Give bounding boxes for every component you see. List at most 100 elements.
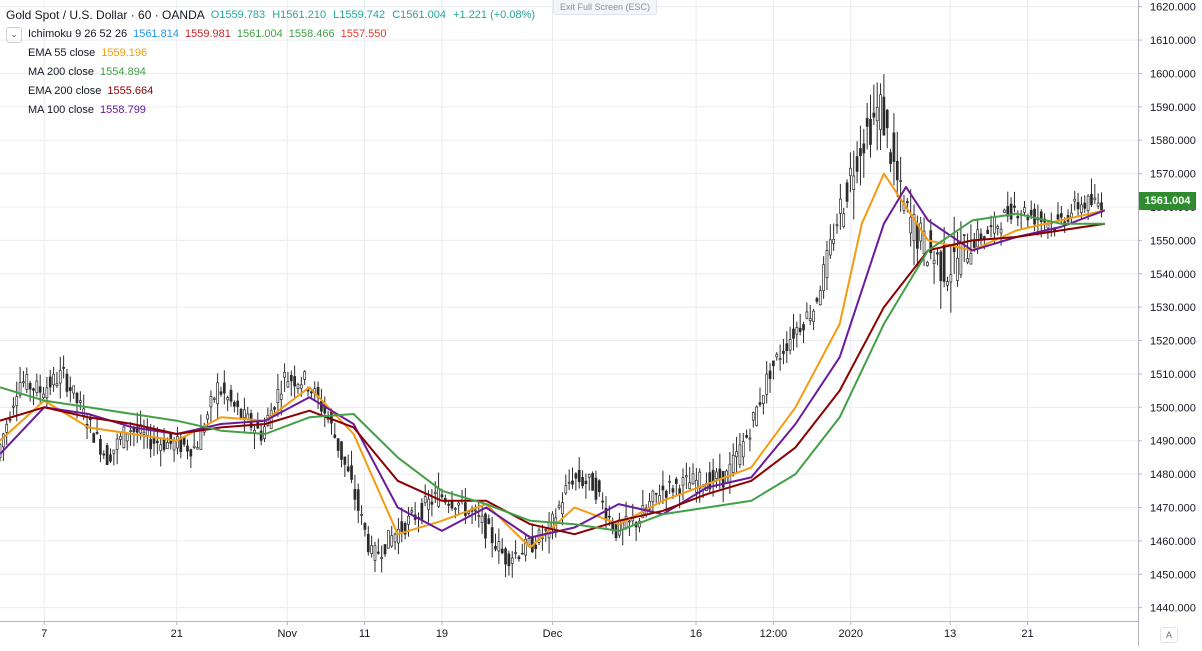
candle-body bbox=[450, 501, 454, 509]
chevron-down-icon[interactable]: ⌄ bbox=[6, 26, 22, 43]
candle-body bbox=[162, 438, 166, 450]
candle-body bbox=[28, 382, 32, 390]
candle-body bbox=[768, 370, 772, 379]
candle-body bbox=[276, 388, 280, 404]
candle-body bbox=[1093, 197, 1097, 201]
candle-body bbox=[684, 475, 688, 478]
candle-body bbox=[0, 444, 2, 458]
candle-body bbox=[681, 477, 685, 486]
candle-body bbox=[5, 423, 9, 433]
candle-body bbox=[189, 449, 193, 457]
indicator-ema200[interactable]: EMA 200 close 1555.664 bbox=[28, 82, 539, 101]
y-tick-label: 1510.000 bbox=[1150, 369, 1196, 381]
candle-body bbox=[283, 371, 286, 378]
candle-body bbox=[738, 444, 742, 465]
candle-body bbox=[788, 339, 792, 351]
candle-body bbox=[845, 182, 849, 202]
candle-body bbox=[387, 530, 390, 549]
candle-body bbox=[668, 480, 671, 483]
candle-body bbox=[664, 490, 668, 498]
candle-body bbox=[859, 148, 862, 156]
candle-body bbox=[916, 223, 919, 249]
candle-body bbox=[889, 152, 892, 164]
y-tick-label: 1590.000 bbox=[1150, 102, 1196, 114]
candle-body bbox=[731, 454, 735, 473]
candle-body bbox=[360, 514, 363, 516]
candle-body bbox=[828, 239, 832, 256]
candle-body bbox=[587, 473, 591, 478]
candle-body bbox=[209, 396, 213, 408]
candle-body bbox=[166, 442, 169, 449]
x-tick-label: 21 bbox=[171, 628, 183, 640]
x-tick-label: 2020 bbox=[838, 628, 862, 640]
candle-body bbox=[567, 481, 571, 484]
candle-body bbox=[755, 406, 759, 426]
low-value: L1559.742 bbox=[333, 9, 386, 21]
candle-body bbox=[708, 472, 712, 490]
candle-body bbox=[507, 553, 511, 567]
y-tick-label: 1530.000 bbox=[1150, 302, 1196, 314]
candle-body bbox=[1059, 213, 1063, 218]
open-value: O1559.783 bbox=[210, 9, 266, 21]
candle-body bbox=[186, 445, 189, 452]
candle-body bbox=[52, 373, 55, 386]
candle-body bbox=[159, 444, 163, 451]
candle-body bbox=[597, 480, 601, 493]
indicator-ma100[interactable]: MA 100 close 1558.799 bbox=[28, 101, 539, 120]
candle-body bbox=[25, 374, 29, 390]
candle-body bbox=[1096, 202, 1100, 207]
indicator-ichimoku[interactable]: ⌄ Ichimoku 9 26 52 26 1561.814 1559.981 … bbox=[6, 25, 539, 44]
last-price-tag: 1561.004 bbox=[1139, 192, 1196, 210]
candle-body bbox=[356, 489, 360, 511]
candle-body bbox=[293, 376, 296, 387]
candle-body bbox=[1, 433, 5, 448]
indicator-ema55[interactable]: EMA 55 close 1559.196 bbox=[28, 44, 539, 63]
candle-body bbox=[55, 383, 59, 387]
candle-body bbox=[1056, 214, 1060, 220]
indicator-ma200[interactable]: MA 200 close 1554.894 bbox=[28, 63, 539, 82]
candle-body bbox=[808, 318, 812, 321]
x-tick-label: 11 bbox=[359, 628, 370, 640]
candle-body bbox=[982, 236, 986, 239]
candle-body bbox=[942, 244, 946, 282]
candle-body bbox=[115, 438, 119, 450]
candle-body bbox=[949, 274, 953, 283]
candle-body bbox=[601, 500, 604, 503]
auto-scale-button[interactable]: A bbox=[1160, 627, 1178, 643]
candle-body bbox=[346, 466, 350, 472]
x-tick-label: Dec bbox=[543, 628, 563, 640]
candle-body bbox=[310, 391, 313, 394]
y-tick-label: 1440.000 bbox=[1150, 603, 1196, 615]
symbol-title[interactable]: Gold Spot / U.S. Dollar · 60 · OANDA bbox=[6, 8, 205, 22]
candle-body bbox=[671, 488, 675, 493]
candle-body bbox=[584, 480, 588, 485]
candle-body bbox=[751, 412, 755, 421]
candle-body bbox=[156, 440, 159, 444]
candle-body bbox=[695, 479, 698, 493]
candle-body bbox=[607, 515, 611, 518]
candle-body bbox=[735, 451, 738, 458]
candle-body bbox=[447, 503, 450, 506]
candle-body bbox=[35, 380, 39, 393]
candle-body bbox=[38, 386, 42, 393]
candle-body bbox=[527, 538, 531, 546]
candle-body bbox=[805, 311, 809, 319]
candle-body bbox=[233, 401, 236, 407]
candle-body bbox=[279, 393, 283, 400]
exit-fullscreen-button[interactable]: Exit Full Screen (ESC) bbox=[553, 0, 658, 15]
series-line-ma-100-close bbox=[0, 186, 1106, 539]
candle-body bbox=[176, 436, 179, 449]
candle-body bbox=[243, 409, 246, 419]
candle-body bbox=[75, 392, 79, 404]
candle-body bbox=[514, 552, 517, 554]
candle-body bbox=[835, 224, 839, 227]
candle-body bbox=[574, 473, 578, 479]
candle-body bbox=[909, 216, 913, 234]
candle-body bbox=[487, 518, 491, 524]
candle-body bbox=[350, 465, 353, 480]
candle-body bbox=[795, 327, 799, 335]
candle-body bbox=[688, 482, 692, 490]
y-tick-label: 1470.000 bbox=[1150, 502, 1196, 514]
